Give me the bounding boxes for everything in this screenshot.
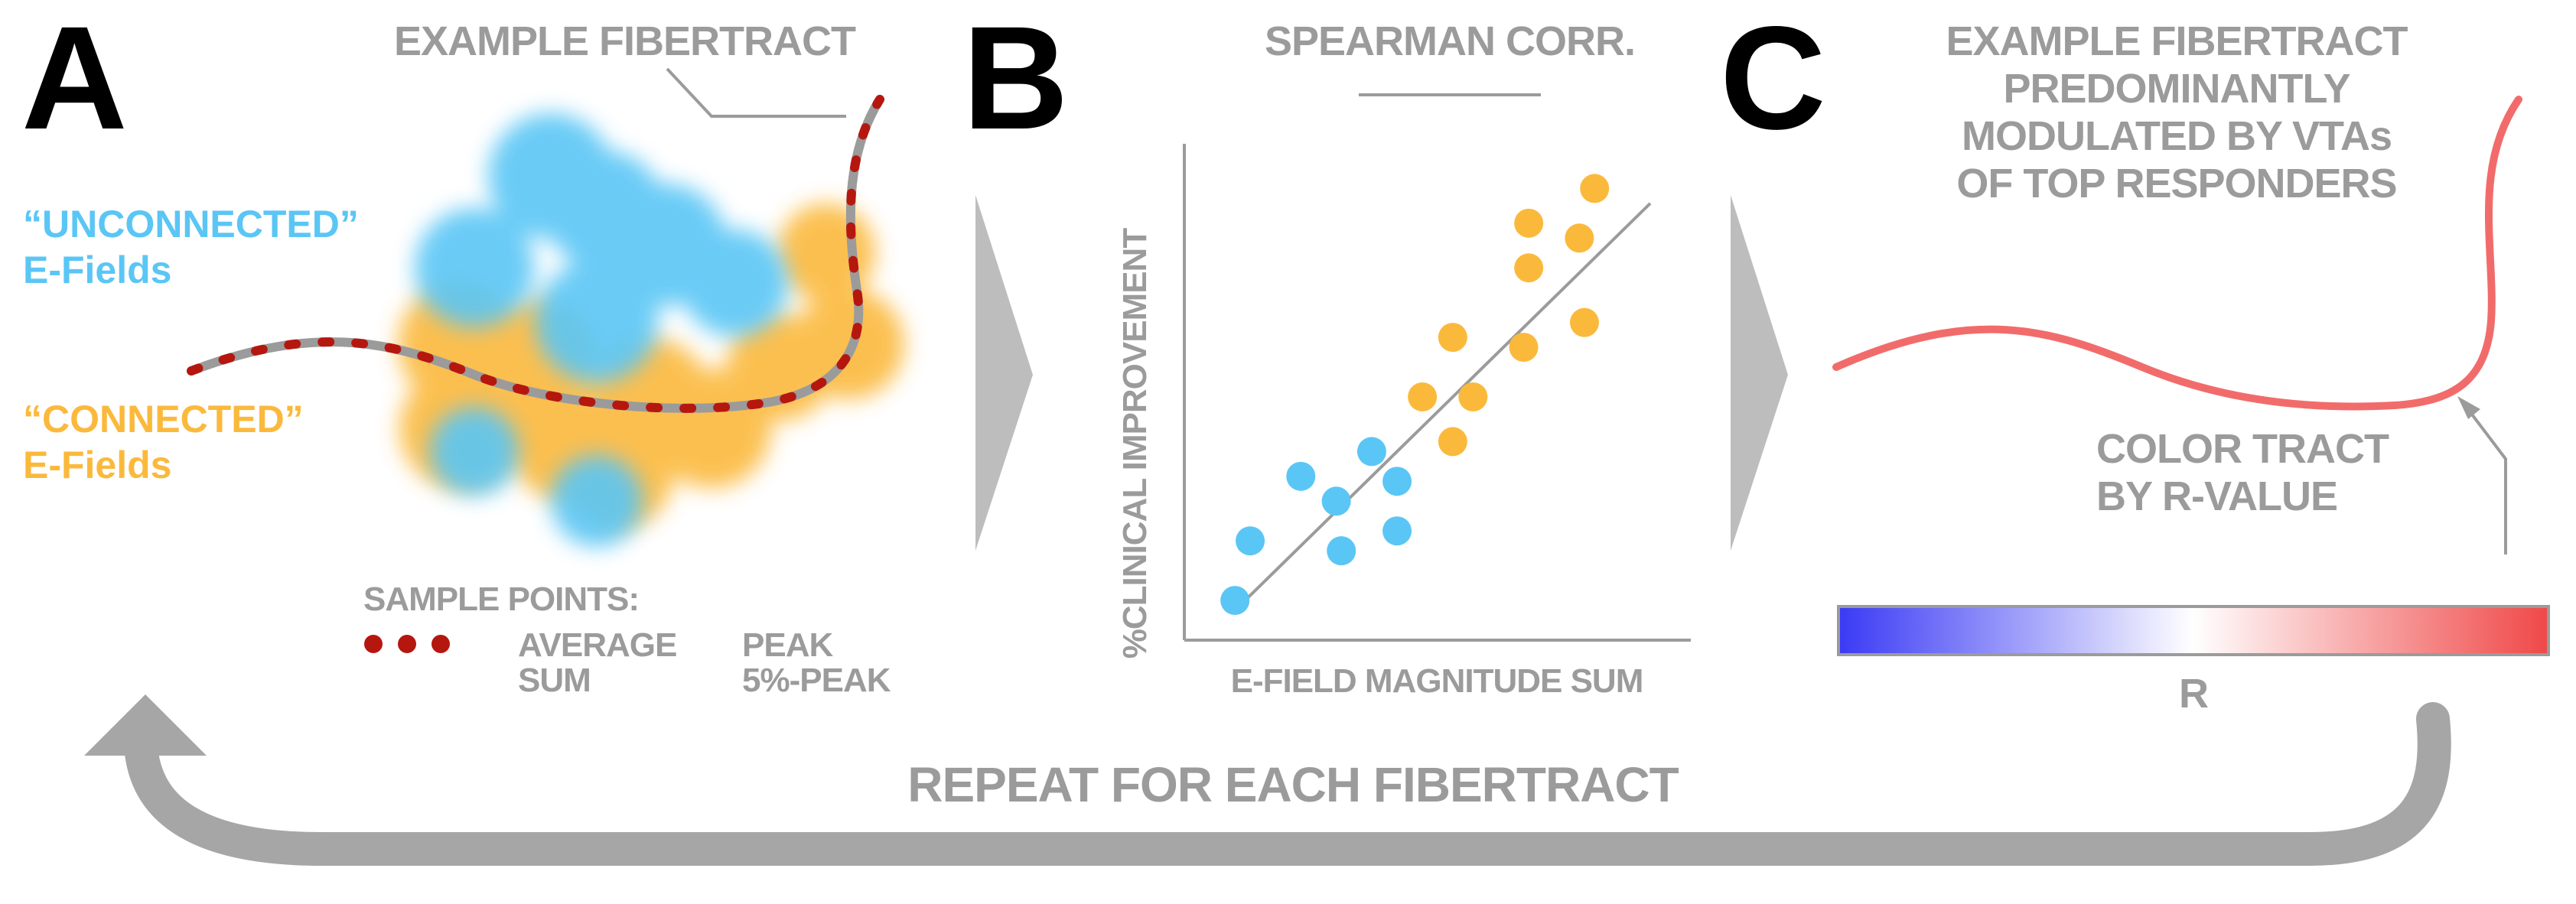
unconnected-label-line2: E-Fields (23, 249, 171, 291)
panel-c-title-line1: EXAMPLE FIBERTRACT (1946, 18, 2408, 64)
repeat-loop-arrow (84, 694, 2451, 866)
connected-data-point (1514, 208, 1544, 238)
colored-fibertract (1832, 96, 2522, 411)
regression-line (1233, 202, 1652, 612)
sample-points-dots-icon (364, 635, 450, 653)
y-axis-label: %CLINICAL IMPROVEMENT (1116, 228, 1154, 659)
step-arrow-b-to-c (1731, 195, 1788, 551)
connected-data-point (1408, 382, 1438, 411)
connected-data-point (1565, 223, 1594, 253)
method-peak-label: PEAK (742, 626, 833, 664)
unconnected-data-point (1321, 486, 1351, 516)
connected-data-point (1569, 307, 1599, 337)
unconnected-label-line1: “UNCONNECTED” (23, 203, 359, 246)
unconnected-data-point (1286, 461, 1316, 491)
panel-c: C EXAMPLE FIBERTRACT PREDOMINANTLY MODUL… (1720, 0, 2550, 717)
chart-title: SPEARMAN CORR. (1265, 18, 1635, 64)
connected-data-point (1514, 253, 1544, 283)
connected-data-point (1438, 427, 1467, 457)
example-fibertract-leader-line (666, 67, 846, 118)
x-axis-label: E-FIELD MAGNITUDE SUM (1231, 662, 1643, 700)
loop-arrowhead (84, 694, 207, 756)
r-colorbar (1837, 605, 2550, 656)
unconnected-data-point (1327, 536, 1356, 566)
panel-letter-c: C (1720, 0, 1826, 160)
colorbar-label: R (2179, 671, 2208, 717)
connected-data-point (1458, 382, 1488, 411)
repeat-label: REPEAT FOR EACH FIBERTRACT (907, 757, 1679, 812)
method-sum-label: SUM (518, 662, 591, 699)
panel-letter-b: B (962, 0, 1069, 160)
sample-points-on-tract (187, 95, 884, 413)
connected-label-line1: “CONNECTED” (23, 398, 304, 441)
color-tract-leader-line (2464, 404, 2507, 554)
step-arrow-a-to-b (975, 195, 1033, 551)
method-average-label: AVERAGE (518, 626, 676, 664)
unconnected-data-point (1382, 516, 1412, 546)
unconnected-data-point (1236, 526, 1265, 556)
color-tract-leader-arrowhead (2457, 396, 2480, 419)
unconnected-data-point (1356, 437, 1386, 467)
sample-points-label: SAMPLE POINTS: (363, 580, 639, 618)
color-tract-label-line2: BY R-VALUE (2096, 473, 2337, 519)
scatter-marks (1220, 174, 1652, 616)
example-fibertract-label: EXAMPLE FIBERTRACT (394, 18, 856, 64)
method-5peak-label: 5%-PEAK (742, 662, 891, 699)
panel-c-title-line4: OF TOP RESPONDERS (1956, 161, 2396, 206)
panel-c-title-line2: PREDOMINANTLY (2003, 66, 2350, 112)
panel-a: A EXAMPLE FIBERTRACT “UNCONNECTED” E-Fie… (21, 0, 904, 699)
unconnected-data-point (1220, 586, 1250, 616)
connected-label-line2: E-Fields (23, 444, 171, 486)
panel-c-title-line3: MODULATED BY VTAs (1962, 113, 2392, 159)
panel-b: B SPEARMAN CORR. E-FIELD MAGNITUDE SUM %… (962, 0, 1691, 700)
connected-data-point (1580, 174, 1610, 203)
color-tract-label-line1: COLOR TRACT (2096, 426, 2389, 472)
panel-letter-a: A (21, 0, 128, 160)
connected-data-point (1438, 323, 1467, 353)
connected-data-point (1509, 333, 1539, 363)
unconnected-data-point (1382, 467, 1412, 496)
unconnected-efields (415, 113, 788, 547)
